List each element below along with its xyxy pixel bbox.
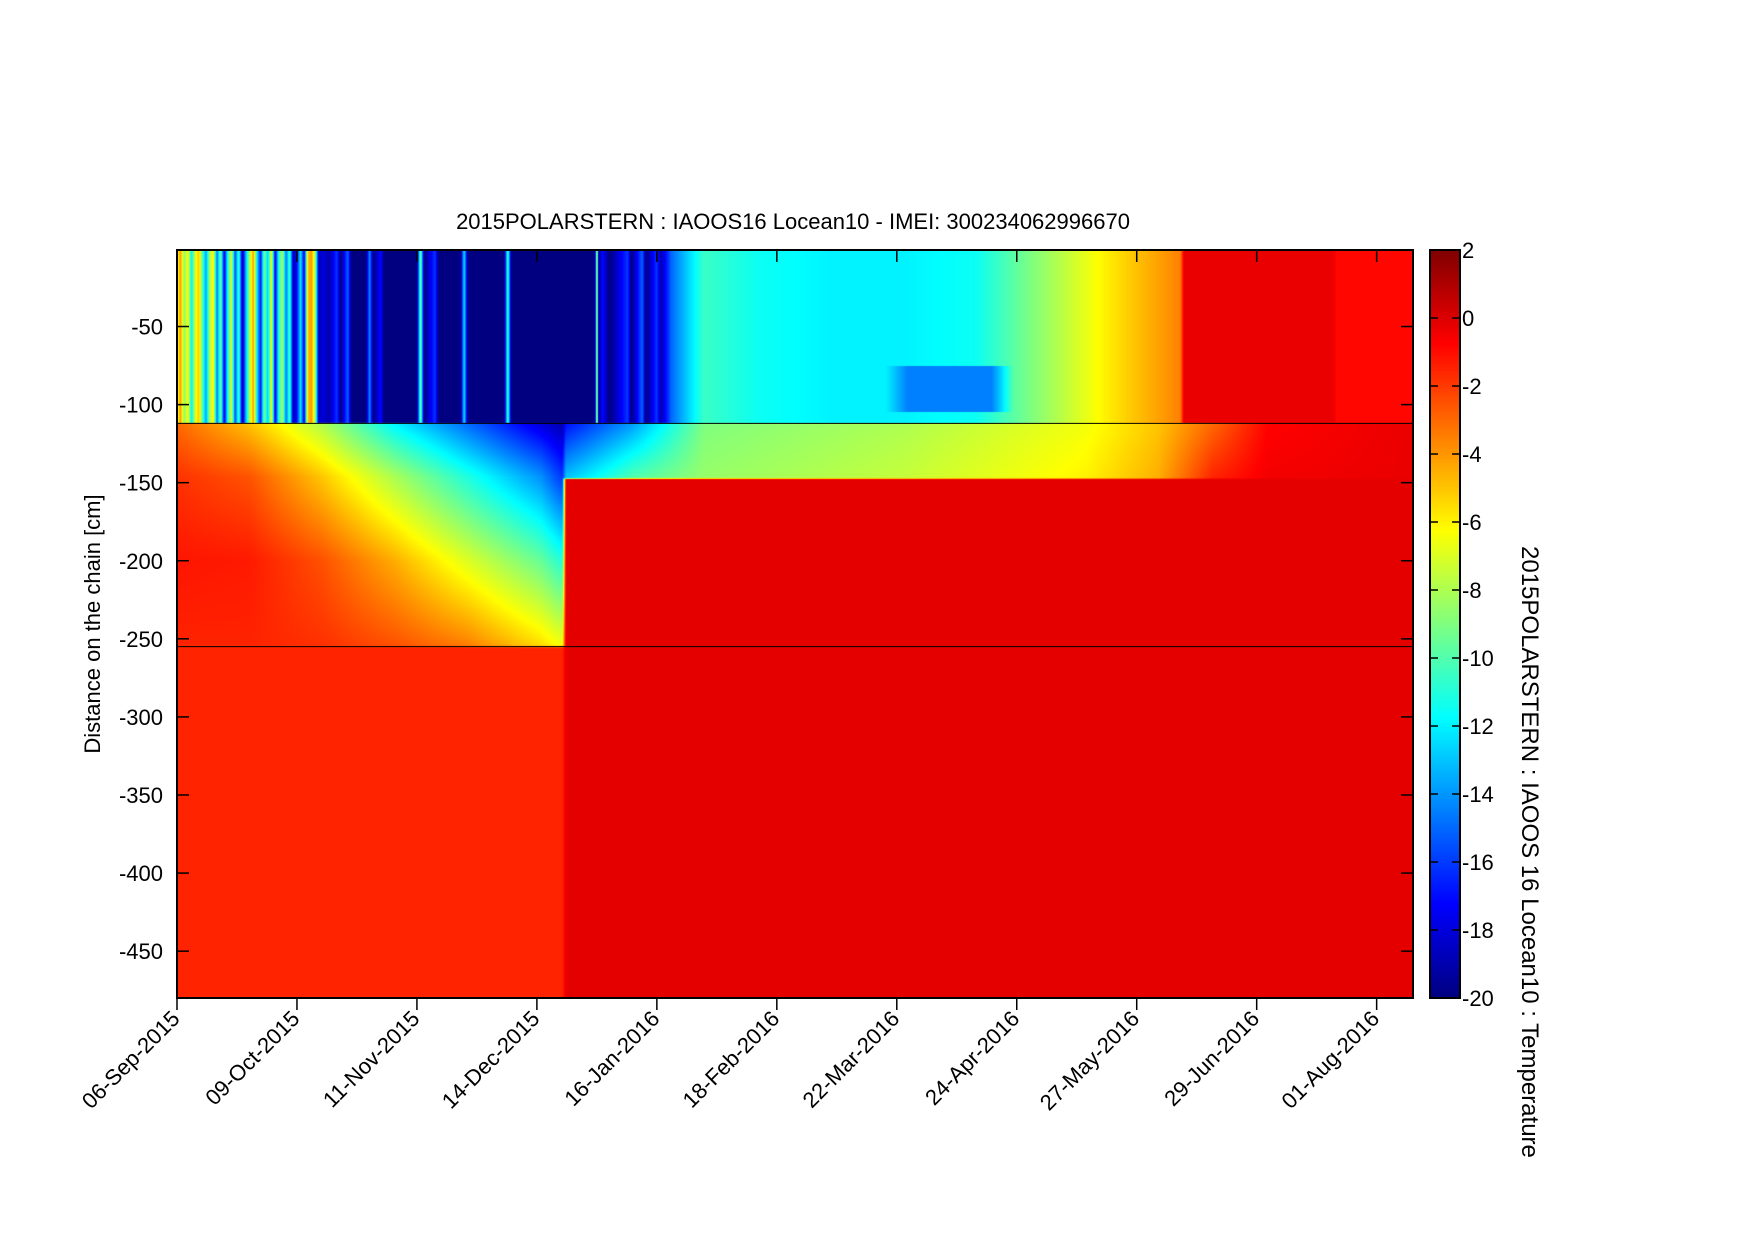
chart-title: 2015POLARSTERN : IAOOS16 Locean10 - IMEI… <box>456 209 1130 234</box>
y-tick-label: -100 <box>119 393 163 418</box>
x-tick-label: 24-Apr-2016 <box>920 1006 1024 1110</box>
x-tick-label: 01-Aug-2016 <box>1277 1006 1385 1114</box>
y-axis-label: Distance on the chain [cm] <box>80 494 105 753</box>
x-tick-label: 06-Sep-2015 <box>77 1006 185 1114</box>
colorbar-tick-label: 0 <box>1462 306 1474 331</box>
colorbar-tick-label: -14 <box>1462 782 1494 807</box>
y-tick-label: -300 <box>119 705 163 730</box>
colorbar-tick-label: -4 <box>1462 442 1482 467</box>
colorbar-tick-label: -18 <box>1462 918 1494 943</box>
x-tick-label: 16-Jan-2016 <box>559 1006 664 1111</box>
x-tick-label: 09-Oct-2015 <box>200 1006 304 1110</box>
y-tick-label: -200 <box>119 549 163 574</box>
colorbar-tick-label: -10 <box>1462 646 1494 671</box>
colorbar-tick-label: -6 <box>1462 510 1482 535</box>
x-tick-label: 27-May-2016 <box>1035 1006 1144 1115</box>
colorbar-label: 2015POLARSTERN : IAOOS 16 Locean10 : Tem… <box>1516 546 1543 1158</box>
y-tick-label: -150 <box>119 471 163 496</box>
y-tick-label: -350 <box>119 783 163 808</box>
colorbar <box>1430 250 1460 998</box>
colorbar-tick-label: -12 <box>1462 714 1494 739</box>
y-tick-label: -50 <box>131 315 163 340</box>
colorbar-tick-label: -20 <box>1462 986 1494 1011</box>
y-tick-label: -450 <box>119 939 163 964</box>
y-tick-label: -250 <box>119 627 163 652</box>
colorbar-tick-label: 2 <box>1462 238 1474 263</box>
x-tick-label: 14-Dec-2015 <box>437 1006 545 1114</box>
plot-frame <box>176 249 1414 999</box>
colorbar-tick-label: -8 <box>1462 578 1482 603</box>
colorbar-tick-label: -2 <box>1462 374 1482 399</box>
y-tick-label: -400 <box>119 861 163 886</box>
temperature-heatmap <box>177 250 1413 998</box>
x-tick-label: 18-Feb-2016 <box>678 1006 785 1113</box>
colorbar-tick-label: -16 <box>1462 850 1494 875</box>
x-tick-label: 29-Jun-2016 <box>1159 1006 1264 1111</box>
x-tick-label: 11-Nov-2015 <box>318 1006 424 1112</box>
colorbar-frame <box>1429 249 1461 999</box>
x-tick-label: 22-Mar-2016 <box>798 1006 905 1113</box>
